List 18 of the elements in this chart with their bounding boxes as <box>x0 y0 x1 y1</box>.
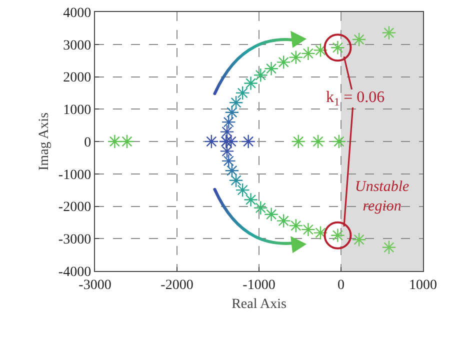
y-tick-label: -1000 <box>58 168 92 183</box>
x-tick-label: -2000 <box>160 278 194 293</box>
x-tick-label: -1000 <box>242 278 276 293</box>
y-tick-label: 0 <box>84 135 92 150</box>
y-axis-title: Imag Axis <box>37 112 52 170</box>
y-tick-label: -2000 <box>58 200 92 216</box>
annotation: k$_{1}$ = 0.06 <box>326 89 385 108</box>
band-label: Unstable region <box>355 179 410 214</box>
x-tick-label: -3000 <box>78 278 112 293</box>
y-tick-label: 3000 <box>63 38 92 54</box>
x-tick-label: 0 <box>338 278 344 293</box>
x-tick-label: 1000 <box>409 278 437 293</box>
y-tick-label: 1000 <box>63 103 92 118</box>
y-tick-label: -3000 <box>58 232 92 248</box>
x-axis-title: Real Axis <box>232 297 286 312</box>
y-tick-label: -4000 <box>58 264 92 280</box>
y-tick-label: 4000 <box>63 6 92 21</box>
y-tick-label: 2000 <box>63 70 92 86</box>
